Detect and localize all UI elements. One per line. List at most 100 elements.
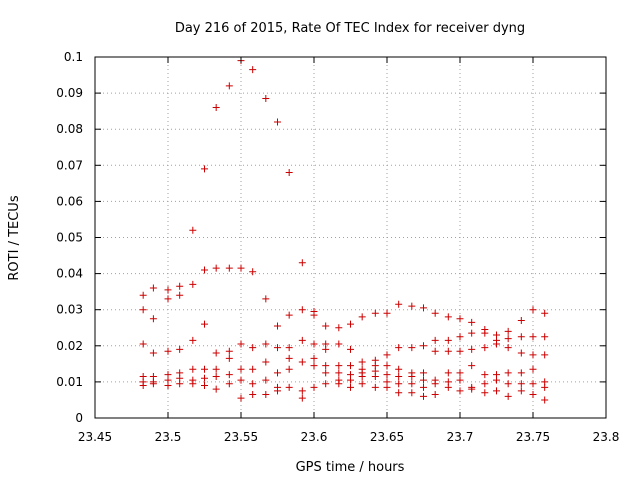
data-point-plus [262,391,270,399]
data-point-plus [298,387,306,395]
data-point-plus [298,306,306,314]
data-point-plus [335,369,343,377]
data-point-plus [262,95,270,103]
data-point-plus [212,372,220,380]
x-tick-label: 23.6 [301,430,328,444]
data-point-plus [431,347,439,355]
data-point-plus [139,340,147,348]
x-tick-label: 23.65 [370,430,404,444]
data-point-plus [274,369,281,377]
data-point-plus [285,354,293,362]
data-point-plus [225,380,233,388]
data-point-plus [529,351,537,359]
data-point-plus [529,380,537,388]
data-point-plus [468,329,476,337]
data-point-plus [431,336,439,344]
data-point-plus [212,264,220,272]
data-point-plus [504,369,512,377]
data-point-plus [347,362,354,370]
data-point-plus [504,327,512,335]
data-point-plus [371,372,379,380]
data-point-plus [371,309,379,317]
data-point-plus [420,369,427,377]
data-point-plus [481,344,489,352]
data-point-plus [201,165,208,173]
data-point-plus [164,347,172,355]
data-point-plus [493,387,500,395]
x-tick-label: 23.5 [155,430,182,444]
y-tick-label: 0.08 [56,122,83,136]
data-point-plus [408,380,416,388]
data-point-plus [262,358,270,366]
data-point-plus [237,376,245,384]
data-point-plus [322,362,330,370]
data-point-plus [529,365,537,373]
data-point-plus [237,264,245,272]
data-point-plus [541,309,549,317]
chart-title: Day 216 of 2015, Rate Of TEC Index for r… [175,21,525,36]
data-point-plus [395,365,403,373]
data-point-plus [529,333,537,341]
data-point-plus [298,259,306,267]
data-point-plus [504,392,512,400]
data-point-plus [493,340,500,348]
data-point-plus [408,344,416,352]
data-point-plus [408,302,416,310]
data-point-plus [529,306,537,314]
data-point-plus [212,365,220,373]
data-point-plus [212,104,220,112]
data-point-plus [444,313,452,321]
data-point-plus [212,349,220,357]
y-tick-label: 0 [75,411,83,425]
data-point-plus [274,322,281,330]
data-point-plus [237,340,245,348]
data-point-plus [322,380,330,388]
y-tick-label: 0.04 [56,267,83,281]
data-point-plus [310,340,318,348]
data-point-plus [358,372,366,380]
data-point-plus [189,226,197,234]
y-tick-label: 0.03 [56,303,83,317]
data-point-plus [201,266,208,274]
data-point-plus [383,362,391,370]
data-point-plus [468,362,476,370]
data-point-plus [201,365,208,373]
data-point-plus [274,118,281,126]
data-point-plus [139,306,147,314]
data-point-plus [237,365,245,373]
data-point-plus [456,347,464,355]
data-point-plus [249,344,257,352]
data-point-plus [285,344,293,352]
data-point-plus [298,394,306,402]
x-tick-label: 23.55 [224,430,258,444]
data-point-plus [395,344,403,352]
data-point-plus [431,380,439,388]
data-point-plus [335,380,343,388]
data-point-plus [237,394,245,402]
data-point-plus [481,380,489,388]
data-point-plus [444,336,452,344]
data-point-plus [456,333,464,341]
data-point-plus [468,318,476,326]
data-point-plus [468,345,476,353]
data-point-plus [347,376,354,384]
data-point-plus [358,380,366,388]
y-tick-label: 0.01 [56,375,83,389]
y-tick-label: 0.05 [56,231,83,245]
data-point-plus [176,345,184,353]
x-tick-label: 23.7 [447,430,474,444]
data-point-plus [262,376,270,384]
data-point-plus [383,371,391,379]
data-point-plus [444,369,452,377]
data-point-plus [189,336,197,344]
data-point-plus [517,387,525,395]
data-point-plus [444,347,452,355]
data-point-plus [493,376,500,384]
data-point-plus [189,280,197,288]
x-axis-ticks: 23.45 23.5 23.55 23.6 23.65 23.7 23.75 23.8 [78,57,619,444]
data-point-plus [481,389,489,397]
data-point-plus [322,369,330,377]
data-point-plus [358,358,366,366]
